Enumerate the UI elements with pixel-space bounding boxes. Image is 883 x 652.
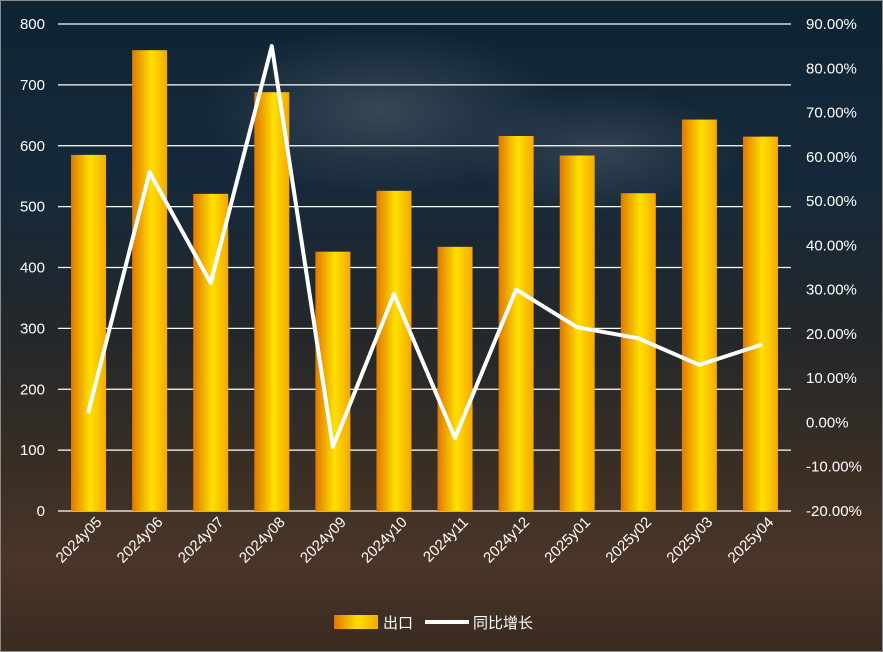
- right-tick-label: 60.00%: [806, 149, 857, 166]
- left-tick-label: 300: [20, 320, 45, 337]
- x-tick-label: 2025y04: [725, 514, 778, 567]
- bar: [315, 251, 351, 512]
- bar: [71, 154, 107, 511]
- legend-bar-swatch: [334, 615, 378, 629]
- left-tick-label: 700: [20, 77, 45, 94]
- right-tick-label: 40.00%: [806, 237, 857, 254]
- right-tick-label: 30.00%: [806, 282, 857, 299]
- bar: [132, 50, 168, 512]
- x-axis-ticks: 2024y05 2024y06 2024y07 2024y08 2024y09 2024y…: [53, 514, 778, 567]
- bar-series-export: [71, 50, 778, 512]
- right-tick-label: 0.00%: [806, 414, 849, 431]
- x-tick-label: 2024y11: [420, 514, 472, 566]
- bar: [742, 136, 778, 511]
- bar: [376, 190, 412, 512]
- bar: [254, 92, 290, 512]
- right-tick-label: 70.00%: [806, 105, 857, 122]
- x-tick-label: 2024y06: [114, 514, 167, 567]
- x-tick-label: 2024y05: [53, 514, 106, 567]
- left-tick-label: 600: [20, 138, 45, 155]
- line-series-yoy: [86, 44, 763, 449]
- left-tick-label: 100: [20, 442, 45, 459]
- right-tick-label: 50.00%: [806, 193, 857, 210]
- right-tick-label: 10.00%: [806, 370, 857, 387]
- right-tick-label: -10.00%: [806, 459, 862, 476]
- x-tick-label: 2025y01: [541, 514, 594, 567]
- x-tick-label: 2025y02: [602, 514, 655, 567]
- bar: [437, 246, 473, 512]
- x-tick-label: 2024y10: [358, 514, 411, 567]
- x-tick-label: 2024y12: [480, 514, 533, 567]
- left-tick-label: 200: [20, 381, 45, 398]
- bar: [193, 193, 229, 511]
- legend-bar-label: 出口: [383, 614, 413, 632]
- left-tick-label: 400: [20, 260, 45, 277]
- left-tick-label: 800: [20, 16, 45, 33]
- yoy-growth-line: [86, 44, 763, 449]
- bar: [681, 119, 717, 511]
- left-tick-label: 500: [20, 199, 45, 216]
- right-axis-ticks: -20.00% -10.00% 0.00% 10.00% 20.00% 30.00% 40.…: [806, 16, 862, 520]
- x-tick-label: 2025y03: [663, 514, 716, 567]
- right-tick-label: 20.00%: [806, 326, 857, 343]
- bar: [498, 136, 534, 511]
- legend: 出口 同比增长: [334, 614, 533, 632]
- right-tick-label: 90.00%: [806, 16, 857, 33]
- legend-line-label: 同比增长: [473, 614, 533, 632]
- x-tick-label: 2024y08: [236, 514, 289, 567]
- left-tick-label: 0: [37, 503, 45, 520]
- gridlines: [58, 23, 791, 512]
- x-tick-label: 2024y09: [297, 514, 350, 567]
- right-tick-label: 80.00%: [806, 60, 857, 77]
- left-axis-ticks: 0 100 200 300 400 500 600 700 800: [20, 16, 45, 520]
- bar: [559, 155, 595, 512]
- x-tick-label: 2024y07: [175, 514, 228, 567]
- bar: [620, 193, 656, 512]
- right-tick-label: -20.00%: [806, 503, 862, 520]
